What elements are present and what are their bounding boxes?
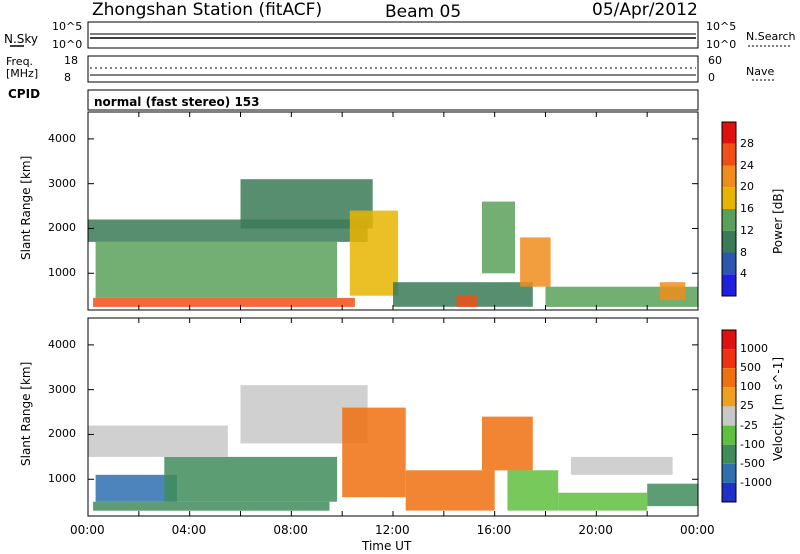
freq-right-tick-high: 60 bbox=[708, 54, 722, 67]
power-colorbar-swatch-2 bbox=[722, 165, 736, 188]
noise-right-tick-low: 10^0 bbox=[706, 38, 737, 51]
velocity-region-9 bbox=[558, 492, 648, 511]
power-colorbar-swatch-5 bbox=[722, 230, 736, 253]
power-region-0 bbox=[93, 297, 355, 307]
power-y-tick-label-1: 2000 bbox=[48, 221, 76, 235]
power-region-6 bbox=[456, 295, 477, 307]
power-colorbar-label-2: 12 bbox=[740, 223, 754, 237]
velocity-region-6 bbox=[405, 470, 495, 511]
plot-title: Zhongshan Station (fitACF) bbox=[92, 0, 323, 20]
x-tick-label-2: 08:00 bbox=[273, 523, 308, 537]
noise-right-tick-high: 10^5 bbox=[706, 20, 737, 33]
cpid-panel-frame bbox=[87, 89, 699, 111]
freq-right-tick-low: 0 bbox=[708, 71, 715, 84]
velocity-colorbar-swatch-0 bbox=[722, 330, 736, 350]
velocity-colorbar-label-5: -100 bbox=[740, 437, 765, 451]
velocity-colorbar-swatch-3 bbox=[722, 387, 736, 407]
noise-search-label: N.Search bbox=[746, 30, 796, 43]
power-colorbar-swatch-7 bbox=[722, 274, 736, 297]
velocity-colorbar-label-7: -1000 bbox=[740, 475, 772, 489]
power-colorbar-swatch-0 bbox=[722, 122, 736, 144]
power-colorbar-label-1: 8 bbox=[740, 245, 747, 259]
velocity-region-1 bbox=[95, 474, 177, 502]
power-region-10 bbox=[659, 282, 686, 301]
velocity-y-tick-label-2: 3000 bbox=[48, 382, 76, 396]
noise-sky-label: N.Sky bbox=[4, 32, 39, 46]
velocity-colorbar-label-0: 1000 bbox=[740, 342, 768, 356]
x-tick-label-4: 16:00 bbox=[476, 523, 512, 537]
power-region-4 bbox=[349, 210, 399, 296]
power-colorbar-label-0: 4 bbox=[740, 267, 747, 281]
x-tick-label-0: 00:00 bbox=[70, 523, 105, 537]
velocity-region-2 bbox=[164, 456, 338, 502]
power-y-tick-label-0: 1000 bbox=[48, 266, 76, 280]
velocity-colorbar-swatch-1 bbox=[722, 349, 736, 369]
freq-unit-label: [MHz] bbox=[6, 67, 39, 80]
velocity-colorbar-label-4: -25 bbox=[740, 418, 758, 432]
power-y-tick-label-3: 4000 bbox=[48, 131, 76, 145]
power-colorbar-label-5: 24 bbox=[740, 158, 754, 172]
velocity-region-5 bbox=[342, 407, 406, 498]
date-label: 05/Apr/2012 bbox=[592, 0, 698, 20]
power-colorbar-swatch-6 bbox=[722, 252, 736, 275]
power-colorbar-label-6: 28 bbox=[740, 136, 754, 150]
velocity-colorbar-label-6: -500 bbox=[740, 456, 765, 470]
power-colorbar-label-3: 16 bbox=[740, 202, 754, 215]
velocity-y-axis-label: Slant Range [km] bbox=[19, 361, 33, 466]
cpid-text: normal (fast stereo) 153 bbox=[94, 95, 260, 109]
noise-panel-frame bbox=[87, 21, 699, 49]
cpid-label: CPID bbox=[8, 87, 41, 101]
freq-label: Freq. bbox=[6, 55, 34, 68]
beam-label: Beam 05 bbox=[385, 2, 462, 22]
x-tick-label-5: 20:00 bbox=[578, 523, 613, 537]
power-y-axis-label: Slant Range [km] bbox=[19, 155, 33, 260]
velocity-region-7 bbox=[482, 416, 533, 471]
power-colorbar-swatch-3 bbox=[722, 187, 736, 210]
power-colorbar-title: Power [dB] bbox=[771, 188, 785, 254]
velocity-colorbar-swatch-7 bbox=[722, 463, 736, 483]
velocity-colorbar-swatch-2 bbox=[722, 368, 736, 388]
velocity-y-tick-label-3: 4000 bbox=[48, 337, 76, 351]
velocity-colorbar-label-3: 25 bbox=[740, 399, 754, 413]
velocity-colorbar-label-2: 100 bbox=[740, 380, 761, 394]
power-colorbar-label-4: 20 bbox=[740, 180, 754, 194]
power-region-9 bbox=[545, 286, 698, 307]
noise-left-tick-high: 10^5 bbox=[52, 20, 83, 33]
velocity-region-11 bbox=[647, 483, 698, 507]
freq-left-tick-high: 18 bbox=[64, 54, 78, 67]
x-tick-label-6: 00:00 bbox=[680, 523, 715, 537]
velocity-y-tick-label-1: 2000 bbox=[48, 427, 76, 441]
x-tick-label-1: 04:00 bbox=[171, 523, 207, 537]
velocity-region-8 bbox=[507, 470, 559, 511]
power-colorbar-swatch-1 bbox=[722, 143, 736, 166]
noise-left-tick-low: 10^0 bbox=[52, 38, 83, 51]
velocity-colorbar-frame bbox=[721, 329, 737, 503]
x-axis-label: Time UT bbox=[362, 539, 412, 553]
velocity-region-10 bbox=[570, 456, 673, 475]
velocity-colorbar-swatch-6 bbox=[722, 444, 736, 464]
freq-panel-frame bbox=[87, 55, 699, 83]
velocity-region-0 bbox=[93, 501, 330, 511]
nave-label: Nave bbox=[746, 65, 775, 78]
power-colorbar-frame bbox=[721, 121, 737, 297]
x-tick-label-3: 12:00 bbox=[375, 523, 410, 537]
velocity-colorbar-label-1: 500 bbox=[740, 361, 761, 375]
freq-left-tick-low: 8 bbox=[64, 71, 71, 84]
power-y-tick-label-2: 3000 bbox=[48, 176, 76, 190]
velocity-colorbar-title: Velocity [m s^-1] bbox=[771, 356, 785, 461]
velocity-colorbar-swatch-8 bbox=[722, 482, 736, 502]
velocity-region-3 bbox=[88, 425, 228, 457]
power-region-7 bbox=[482, 201, 515, 274]
velocity-colorbar-swatch-5 bbox=[722, 425, 736, 445]
power-region-8 bbox=[520, 237, 551, 287]
power-colorbar-swatch-4 bbox=[722, 209, 736, 231]
velocity-y-tick-label-0: 1000 bbox=[48, 472, 76, 486]
power-region-1 bbox=[95, 241, 338, 298]
velocity-colorbar-swatch-4 bbox=[722, 406, 736, 426]
